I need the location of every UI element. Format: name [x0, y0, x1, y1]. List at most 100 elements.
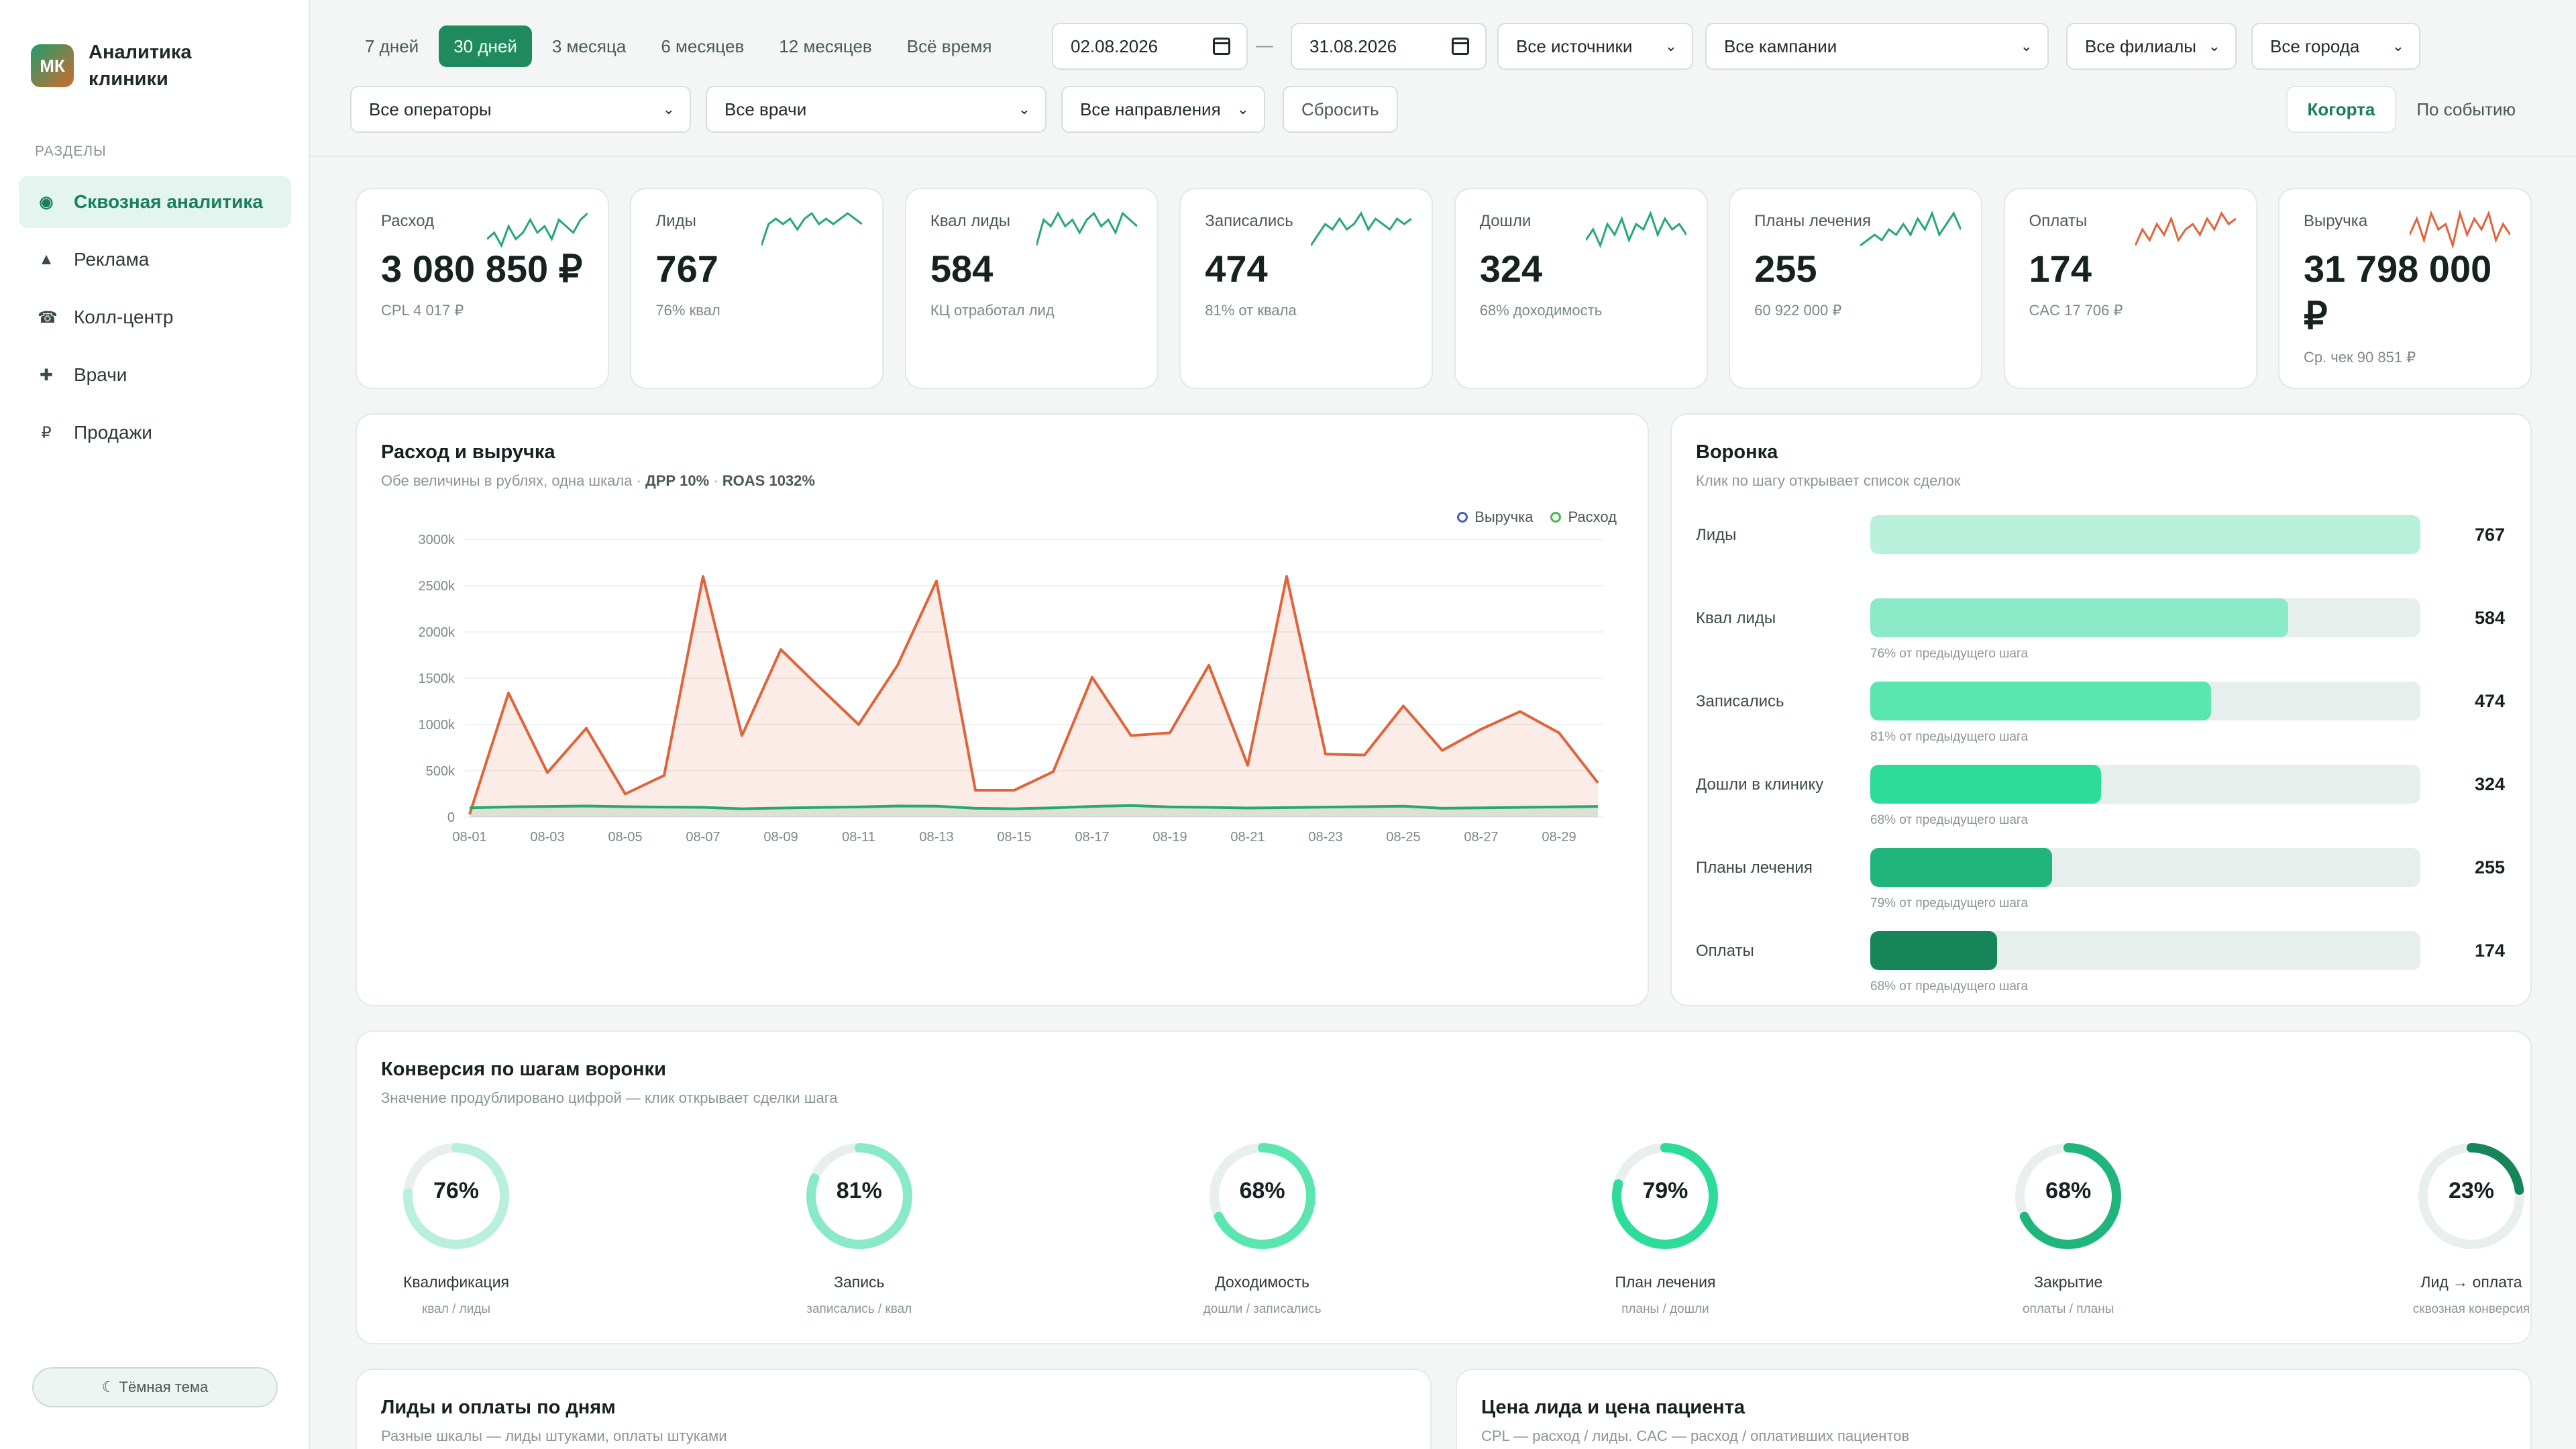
revenue-line [468, 575, 1599, 815]
panel-subtitle: Обе величины в рублях, одна шкала · ДРР … [381, 472, 815, 490]
cities-select[interactable]: Все города ⌄ [2251, 23, 2420, 70]
funnel-bar-fill [1870, 765, 2102, 804]
ring-formula: оплаты / планы [2022, 1302, 2114, 1316]
kpi-label: Дошли [1479, 212, 1532, 230]
kpi-card[interactable]: Дошли 324 68% доходимость [1454, 188, 1708, 389]
funnel-step-conversion: 68% от предыдущего шага [1870, 813, 2029, 827]
sidebar-item-call-center[interactable]: ☎ Колл-центр [19, 291, 291, 343]
kpi-value: 324 [1479, 248, 1543, 290]
doctors-select[interactable]: Все врачи ⌄ [706, 86, 1046, 133]
funnel-step-label: Записались [1696, 692, 1784, 710]
range-12m[interactable]: 12 месяцев [779, 36, 872, 56]
kpi-card[interactable]: Планы лечения 255 60 922 000 ₽ [1729, 188, 1983, 389]
range-30d[interactable]: 30 дней [439, 25, 532, 67]
theme-toggle-button[interactable]: ☾ Тёмная тема [32, 1367, 278, 1407]
ring-progress [1612, 1143, 1719, 1249]
spend-revenue-panel: Расход и выручка Обе величины в рублях, … [356, 413, 1649, 1006]
sidebar-item-sales[interactable]: ₽ Продажи [19, 407, 291, 459]
legend-marker [1550, 512, 1562, 523]
conversion-ring[interactable]: 68% Закрытие оплаты / планы [1974, 1139, 2162, 1317]
kpi-card[interactable]: Расход 3 080 850 ₽ CPL 4 017 ₽ [356, 188, 609, 389]
kpi-card[interactable]: Оплаты 174 CAC 17 706 ₽ [2003, 188, 2257, 389]
sparkline [2409, 209, 2510, 250]
x-tick-label: 08-23 [1308, 830, 1342, 845]
funnel-step[interactable]: Записались 474 81% от предыдущего шага [1696, 682, 2505, 749]
ring-label: Квалификация [402, 1273, 510, 1291]
phone-icon: ☎ [38, 308, 58, 327]
funnel-step[interactable]: Оплаты 174 68% от предыдущего шага [1696, 931, 2505, 998]
brand[interactable]: МК Аналитика клиники [31, 39, 263, 93]
conversion-ring[interactable]: 81% Запись записались / квал [765, 1139, 953, 1317]
reset-button[interactable]: Сбросить [1283, 86, 1398, 133]
attribution-mode-toggle: Когорта По событию [2286, 86, 2536, 133]
y-tick-label: 2500k [419, 579, 455, 594]
ring-label: Запись [834, 1273, 885, 1291]
conversion-ring[interactable]: 76% Квалификация квал / лиды [362, 1139, 550, 1317]
panel-title: Воронка [1696, 441, 1778, 463]
subtitle-text: Обе величины в рублях, одна шкала · [381, 472, 646, 489]
sidebar-item-doctors[interactable]: ✚ Врачи [19, 349, 291, 401]
funnel-bar-fill [1870, 515, 2420, 554]
ring-chart [1612, 1143, 1719, 1249]
legend-item-spend[interactable]: Расход [1550, 508, 1617, 526]
funnel-step-conversion: 79% от предыдущего шага [1870, 896, 2029, 910]
directions-select[interactable]: Все направления ⌄ [1061, 86, 1265, 133]
kpi-value: 174 [2029, 248, 2092, 290]
ring-chart [806, 1143, 912, 1249]
kpi-value: 767 [655, 248, 718, 290]
conversion-ring[interactable]: 68% Доходимость дошли / записались [1169, 1139, 1356, 1317]
mode-event[interactable]: По событию [2416, 99, 2516, 119]
x-tick-label: 08-09 [763, 830, 798, 845]
ring-percent: 68% [2045, 1178, 2092, 1203]
funnel-step-label: Квал лиды [1696, 609, 1776, 627]
legend-item-revenue[interactable]: Выручка [1457, 508, 1533, 526]
sparkline-path [1585, 210, 1686, 249]
conversion-ring[interactable]: 23% Лид → оплата сквозная конверсия [2377, 1139, 2565, 1317]
x-tick-label: 08-21 [1230, 830, 1265, 845]
date-to-input[interactable]: 31.08.2026 [1291, 23, 1487, 70]
panel-title: Цена лида и цена пациента [1481, 1397, 1746, 1418]
range-7d[interactable]: 7 дней [365, 36, 419, 56]
operators-select[interactable]: Все операторы ⌄ [350, 86, 691, 133]
campaigns-select[interactable]: Все кампании ⌄ [1705, 23, 2049, 70]
sidebar-item-label: Продажи [74, 422, 152, 443]
range-3m[interactable]: 3 месяца [551, 36, 627, 56]
chevron-down-icon: ⌄ [662, 101, 675, 117]
ring-percent: 68% [1239, 1178, 1285, 1203]
sparkline [1036, 211, 1137, 246]
x-tick-label: 08-17 [1075, 830, 1109, 845]
kpi-card[interactable]: Квал лиды 584 КЦ отработал лид [904, 188, 1159, 389]
date-from-input[interactable]: 02.08.2026 [1052, 23, 1248, 70]
panel-subtitle: CPL — расход / лиды. CAC — расход / опла… [1481, 1428, 1910, 1444]
branches-select[interactable]: Все филиалы ⌄ [2066, 23, 2237, 70]
ring-chart [2015, 1143, 2122, 1249]
conversion-panel: Конверсия по шагам воронки Значение прод… [356, 1030, 2532, 1344]
funnel-step[interactable]: Квал лиды 584 76% от предыдущего шага [1696, 598, 2505, 665]
ring-percent: 23% [2448, 1178, 2495, 1203]
funnel-step[interactable]: Планы лечения 255 79% от предыдущего шага [1696, 848, 2505, 915]
funnel-step[interactable]: Дошли в клинику 324 68% от предыдущего шаг… [1696, 765, 2505, 832]
ring-formula: записались / квал [806, 1302, 912, 1316]
sidebar-nav: ◉ Сквозная аналитика ▲ Реклама ☎ Колл-це… [19, 176, 291, 464]
conversion-rings: 76% Квалификация квал / лиды 81% Запись запис… [357, 1132, 2530, 1334]
range-all[interactable]: Всё время [906, 36, 992, 56]
calendar-icon [1452, 38, 1469, 55]
sparkline [2135, 211, 2236, 246]
sources-select[interactable]: Все источники ⌄ [1497, 23, 1693, 70]
roas-value: ROAS 1032% [722, 472, 815, 489]
funnel-bar-track [1870, 515, 2420, 554]
sidebar-item-ads[interactable]: ▲ Реклама [19, 233, 291, 286]
sidebar-item-e2e-analytics[interactable]: ◉ Сквозная аналитика [19, 176, 291, 228]
range-6m[interactable]: 6 месяцев [661, 36, 745, 56]
mode-cohort[interactable]: Когорта [2286, 86, 2397, 133]
kpi-card[interactable]: Записались 474 81% от квала [1179, 188, 1434, 389]
kpi-card[interactable]: Выручка 31 798 000 ₽ Ср. чек 90 851 ₽ [2277, 188, 2532, 389]
kpi-card[interactable]: Лиды 767 76% квал [630, 188, 884, 389]
panel-subtitle: Разные шкалы — лиды штуками, оплаты штук… [381, 1428, 727, 1444]
funnel-step-label: Лиды [1696, 526, 1737, 544]
x-tick-label: 08-15 [997, 830, 1031, 845]
funnel-bar-track [1870, 848, 2420, 887]
conversion-ring[interactable]: 79% План лечения планы / дошли [1571, 1139, 1759, 1317]
kpi-value: 255 [1754, 248, 1817, 290]
funnel-step[interactable]: Лиды 767 [1696, 515, 2505, 582]
